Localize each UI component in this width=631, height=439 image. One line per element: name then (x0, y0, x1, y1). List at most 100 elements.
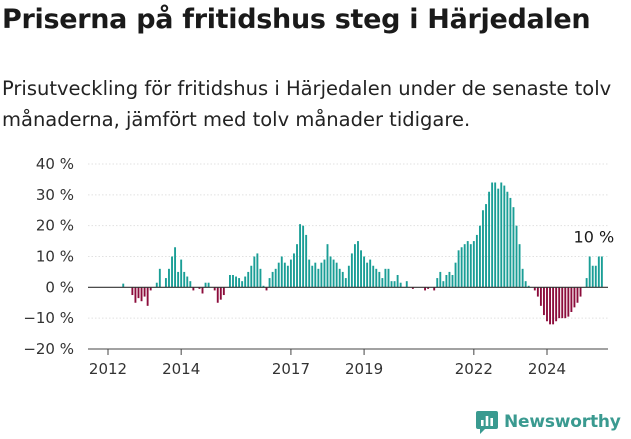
bar (600, 256, 603, 288)
bar (262, 285, 265, 288)
bar (488, 191, 491, 288)
bar (579, 287, 582, 297)
bar (213, 287, 216, 291)
bar (204, 282, 207, 288)
bar (472, 241, 475, 288)
bar (378, 271, 381, 288)
bar (244, 276, 247, 288)
y-tick-label: −20 % (23, 340, 74, 358)
bar (482, 210, 484, 288)
bar (448, 271, 451, 288)
bar (442, 281, 445, 288)
bar (241, 281, 244, 288)
bar (585, 278, 588, 288)
newsworthy-logo-text: Newsworthy (504, 412, 621, 432)
bar (436, 278, 439, 288)
bar (524, 281, 527, 288)
bar (232, 275, 234, 288)
bar (366, 262, 369, 288)
y-tick-label: 30 % (36, 186, 74, 204)
bar (357, 241, 359, 288)
bar (521, 268, 524, 288)
bar (168, 268, 170, 288)
bar (250, 265, 253, 288)
bar (293, 253, 295, 288)
x-tick-label: 2024 (528, 360, 566, 378)
bar (558, 287, 561, 319)
bar (335, 262, 338, 288)
x-tick-label: 2022 (455, 360, 493, 378)
bar (451, 275, 454, 288)
bar (143, 287, 146, 297)
bar (485, 204, 487, 288)
bar (491, 182, 494, 288)
bar (140, 287, 143, 302)
chart-subtitle: Prisutveckling för fritidshus i Härjedal… (2, 77, 612, 131)
bar (475, 234, 478, 288)
bar (594, 265, 597, 288)
bar (375, 268, 378, 288)
bar (509, 197, 512, 288)
y-tick-label: −10 % (23, 309, 74, 327)
x-tick-label: 2019 (345, 360, 383, 378)
x-tick-label: 2014 (162, 360, 200, 378)
bar (305, 234, 308, 288)
bar (329, 256, 332, 288)
bar (338, 268, 341, 288)
bar (561, 287, 564, 319)
bar (158, 268, 161, 288)
bar (454, 262, 457, 288)
bar (222, 287, 225, 296)
bar (235, 276, 237, 288)
bar (247, 271, 250, 288)
bar (427, 287, 430, 289)
tick-labels: −20 % −10 % 0 % 10 % 20 % 30 % 40 % 2012 2014 201… (23, 155, 566, 378)
bars (122, 182, 603, 325)
bar (155, 282, 158, 288)
bar (439, 271, 442, 288)
bar (549, 287, 551, 325)
bar (399, 282, 402, 288)
bar (180, 259, 183, 288)
newsworthy-logo: Newsworthy (476, 407, 621, 437)
x-tick-label: 2017 (272, 360, 310, 378)
bar (183, 271, 186, 288)
bar (131, 287, 134, 296)
bar (189, 281, 192, 288)
bar (576, 287, 579, 303)
bar (186, 276, 189, 288)
bar (369, 259, 372, 288)
bar (320, 262, 323, 288)
bar (201, 287, 204, 294)
bar (360, 250, 362, 288)
bar (460, 247, 463, 288)
grid-lines (88, 163, 608, 350)
bar (347, 265, 350, 288)
bar (283, 262, 286, 288)
bar (457, 250, 460, 288)
bar (350, 253, 353, 288)
y-tick-label: 20 % (36, 217, 74, 235)
bar (308, 259, 311, 288)
bar (469, 244, 472, 288)
bar (424, 287, 426, 291)
bar (363, 256, 366, 288)
bar (311, 265, 314, 288)
bar (500, 182, 503, 288)
bar (259, 268, 262, 288)
chart-title: Priserna på fritidshus steg i Härjedalen (2, 4, 591, 35)
bar (588, 256, 591, 288)
bar (229, 275, 231, 288)
y-tick-label: 40 % (36, 155, 74, 173)
bar (564, 287, 567, 319)
bar (463, 244, 466, 288)
bar (296, 244, 298, 288)
bar (573, 287, 576, 308)
bar (387, 268, 390, 288)
bar (207, 282, 210, 288)
bar (478, 225, 481, 288)
bar (515, 225, 518, 288)
bar (271, 271, 274, 288)
bar (497, 188, 500, 288)
bar (286, 265, 289, 288)
